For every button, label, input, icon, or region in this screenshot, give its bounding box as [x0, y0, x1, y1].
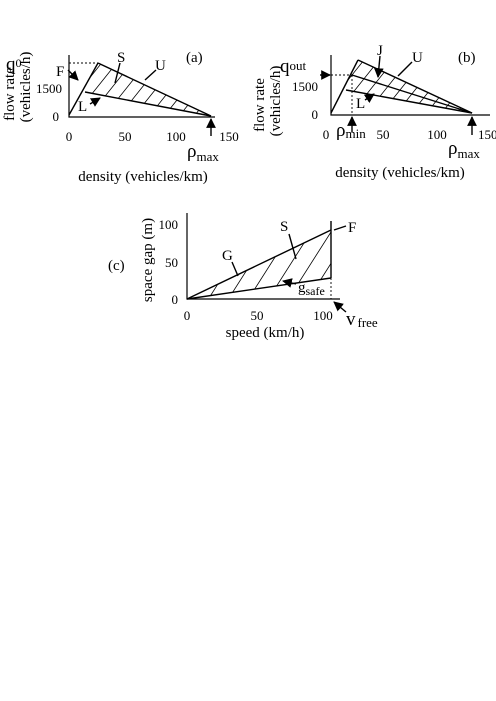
panel-c-label-f: F — [348, 220, 356, 236]
panel-c-ytick-50: 50 — [165, 255, 178, 270]
panel-a-xtick-0: 0 — [66, 129, 73, 144]
panel-b-label-l: L — [356, 96, 365, 112]
panel-b-j-pointer — [373, 55, 384, 78]
panel-b-xtick-100: 100 — [427, 127, 447, 142]
panel-b-free-branch — [330, 59, 359, 114]
panel-c-xtick-50: 50 — [251, 308, 264, 323]
panel-b-rho-min-label: ρmin — [336, 120, 366, 141]
panel-c-f-pointer — [333, 225, 347, 231]
panel-b-upper-boundary — [357, 59, 473, 114]
panel-c: (c) space gap (m) speed (km/h) 0 50 100 … — [108, 213, 378, 341]
panel-b-xlabel: density (vehicles/km) — [335, 165, 465, 181]
panel-a-q0-label: q0 — [6, 54, 22, 75]
panel-c-s-pointer — [288, 233, 297, 260]
panel-c-label-g: G — [222, 248, 233, 264]
panel-a-label-u: U — [155, 58, 166, 74]
panel-a-ylabel-line2: (vehicles/h) — [18, 52, 34, 123]
panel-a-free-branch — [68, 62, 99, 116]
panel-a-ylabel-line1: flow rate — [2, 67, 18, 121]
panel-a-tag: (a) — [186, 50, 203, 66]
panel-c-ytick-0: 0 — [172, 292, 179, 307]
panel-c-xlabel: speed (km/h) — [226, 325, 305, 341]
panel-a-lower-boundary — [84, 91, 212, 117]
panel-b-l-pointer — [363, 93, 375, 103]
panel-a-s-pointer — [114, 62, 121, 84]
panel-b-xtick-150: 150 — [478, 127, 496, 142]
panel-b-xtick-0: 0 — [323, 127, 330, 142]
panel-b-label-j: J — [377, 43, 383, 59]
panel-a-xtick-100: 100 — [166, 129, 186, 144]
panel-a-l-pointer — [89, 97, 101, 107]
panel-b-jam-line — [351, 74, 473, 114]
panel-b-tag: (b) — [458, 50, 476, 66]
panel-b-label-u: U — [412, 50, 423, 66]
panel-c-xtick-100: 100 — [313, 308, 333, 323]
panel-c-vfree-arrow — [333, 301, 347, 313]
panel-b-xtick-50: 50 — [377, 127, 390, 142]
panel-c-xtick-0: 0 — [184, 308, 191, 323]
panel-a-rho-max-label: ρmax — [187, 141, 219, 164]
panel-a-label-l: L — [78, 99, 87, 115]
panel-c-ylabel: space gap (m) — [140, 218, 156, 302]
panel-a-f-pointer — [67, 69, 79, 81]
panel-c-upper-line — [186, 229, 332, 300]
panel-c-ytick-100: 100 — [159, 217, 179, 232]
panel-b-qout-label: qout — [280, 56, 307, 77]
panel-a-xtick-50: 50 — [119, 129, 132, 144]
panel-c-tag: (c) — [108, 258, 125, 274]
panel-a-xlabel: density (vehicles/km) — [78, 169, 208, 185]
panel-c-gsafe-pointer — [282, 278, 297, 288]
panel-c-safe-gap-line — [186, 277, 332, 300]
panel-a-label-f: F — [56, 64, 64, 80]
panel-b: (b) flow rate (vehicles/h) density (vehi… — [252, 43, 496, 181]
panel-a-upper-boundary — [97, 62, 212, 117]
panel-b-u-pointer — [397, 61, 413, 77]
panel-c-g-pointer — [231, 261, 239, 277]
panel-b-ytick-1500: 1500 — [292, 79, 318, 94]
panel-a-label-s: S — [117, 50, 125, 66]
panel-c-gsafe-label: gsafe — [298, 280, 325, 298]
panel-a: (a) flow rate (vehicles/h) density (vehi… — [2, 50, 239, 185]
panel-b-ytick-0: 0 — [312, 107, 319, 122]
panel-b-ylabel-line2: (vehicles/h) — [268, 66, 284, 137]
panel-b-ylabel-line1: flow rate — [252, 78, 268, 132]
panel-a-u-pointer — [144, 69, 157, 81]
panel-b-rho-max-label: ρmax — [448, 138, 480, 161]
panel-a-ytick-0: 0 — [53, 109, 60, 124]
panel-c-vfree-label: v free — [346, 309, 378, 330]
panel-a-xtick-150: 150 — [219, 129, 239, 144]
panel-c-label-s: S — [280, 219, 288, 235]
panel-a-ytick-1500: 1500 — [36, 81, 62, 96]
